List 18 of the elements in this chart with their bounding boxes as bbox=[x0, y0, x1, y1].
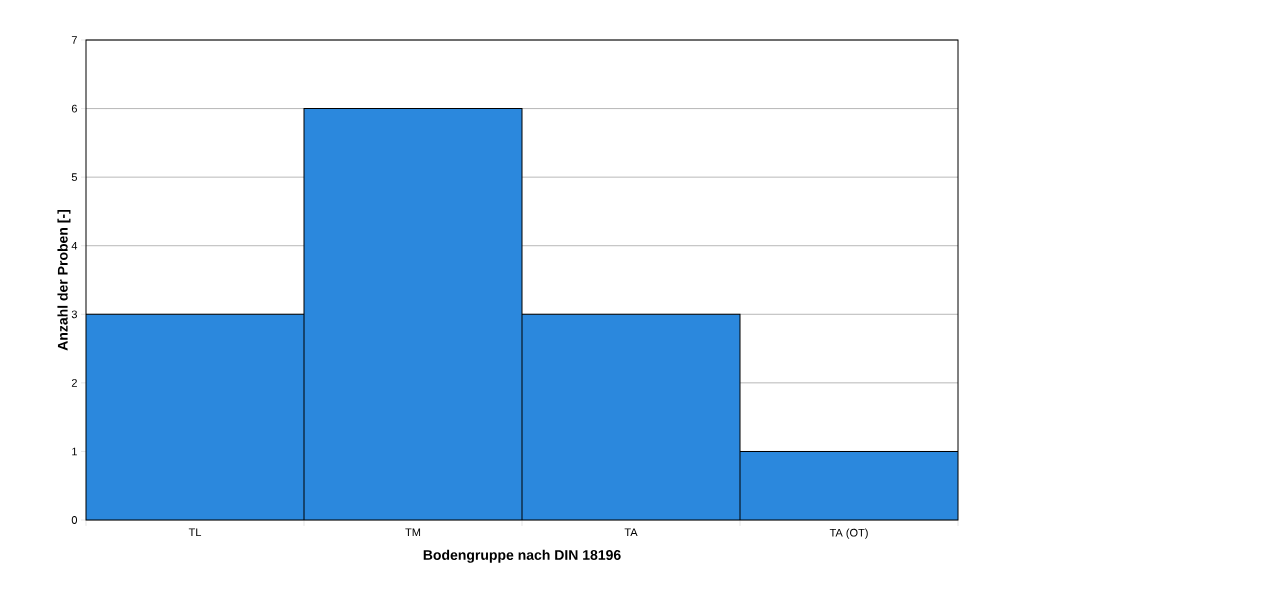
bar bbox=[522, 314, 740, 520]
bar bbox=[86, 314, 304, 520]
x-tick-label: TA bbox=[624, 528, 638, 537]
y-tick-label: 2 bbox=[71, 379, 77, 387]
y-tick-label: 6 bbox=[71, 104, 77, 113]
bar bbox=[739, 450, 959, 520]
x-tick-label: TL bbox=[188, 528, 202, 537]
x-tick-label: TA (OT) bbox=[829, 528, 868, 539]
y-tick-label: 3 bbox=[71, 310, 77, 319]
x-tick-label: TM bbox=[405, 528, 421, 537]
y-axis-title: Anzahl der Proben [-] bbox=[57, 210, 71, 351]
y-tick-label: 4 bbox=[71, 241, 78, 250]
bar bbox=[304, 108, 522, 520]
y-tick-label: 7 bbox=[71, 36, 77, 44]
y-tick-label: 5 bbox=[71, 173, 77, 181]
y-tick-label: 0 bbox=[71, 516, 78, 524]
x-axis-title: Bodengruppe nach DIN 18196 bbox=[423, 549, 621, 563]
y-tick-label: 1 bbox=[72, 447, 77, 456]
